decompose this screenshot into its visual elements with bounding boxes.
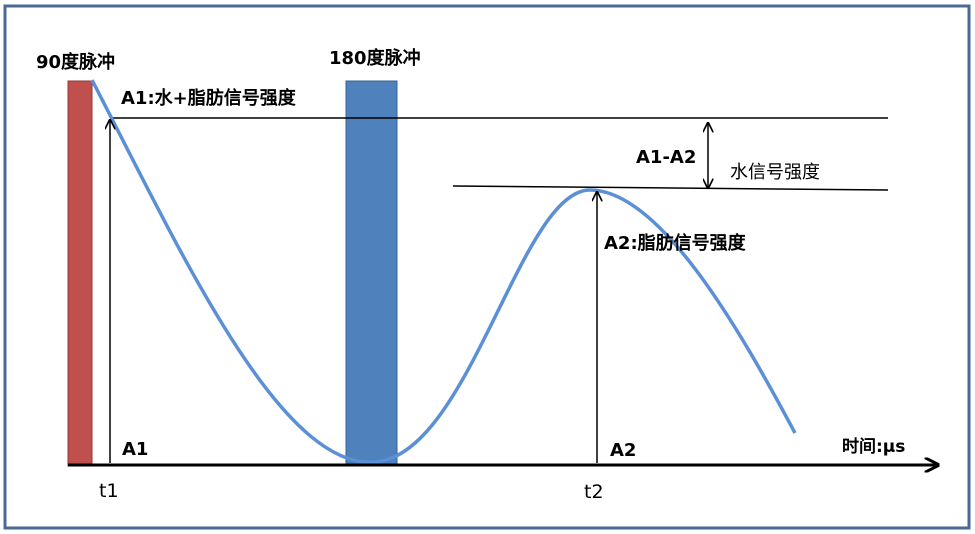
- a2-label: A2: [610, 440, 636, 461]
- frame: [3, 4, 971, 530]
- pulse-180-bar: [345, 80, 398, 467]
- pulse-180-label: 180度脉冲: [329, 47, 421, 69]
- t1-label: t1: [99, 480, 119, 502]
- time-axis-label: 时间:μs: [842, 436, 905, 457]
- a2-level-line: [452, 185, 889, 191]
- a1-minus-a2-label: A1-A2: [636, 147, 696, 168]
- t2-label: t2: [584, 481, 604, 503]
- a2-description: A2:脂肪信号强度: [604, 232, 747, 254]
- water-signal-label: 水信号强度: [730, 162, 820, 183]
- pulse-90-label: 90度脉冲: [36, 51, 115, 73]
- a1-description: A1:水+脂肪信号强度: [121, 87, 297, 109]
- pulse-90-bar: [67, 80, 93, 467]
- a1-label: A1: [122, 439, 148, 460]
- signal-curve: [90, 79, 797, 464]
